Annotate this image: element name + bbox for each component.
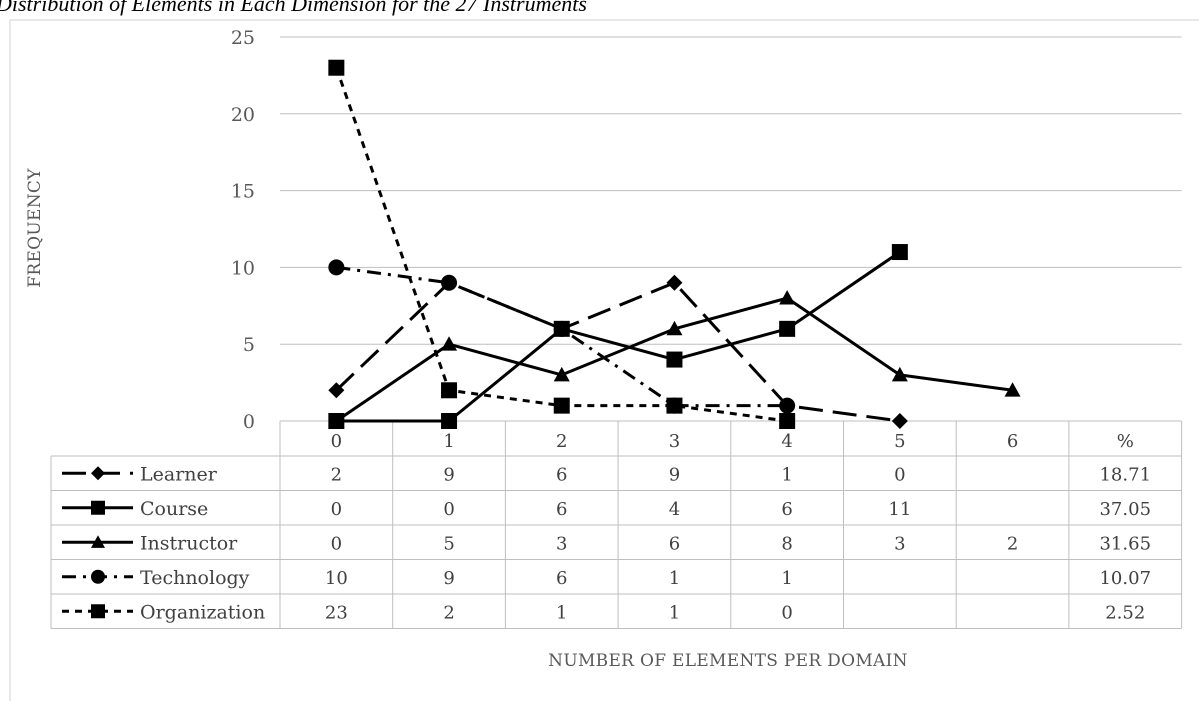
table-cell: 1 <box>781 568 792 589</box>
legend-series-name: Course <box>140 498 208 520</box>
data-point-marker <box>441 382 458 399</box>
table-cell: 2 <box>331 464 342 485</box>
y-tick-label: 5 <box>243 334 255 356</box>
table-cell: 5 <box>443 533 454 554</box>
table-cell: 0 <box>894 464 905 485</box>
table-cell: 0 <box>331 499 342 520</box>
data-point-marker <box>779 290 796 305</box>
table-percent-cell: 37.05 <box>1099 499 1151 520</box>
data-point-marker <box>441 274 458 291</box>
table-cell: 3 <box>894 533 905 554</box>
legend-key-marker <box>91 466 105 481</box>
y-axis-title: FREQUENCY <box>25 168 45 288</box>
series-line <box>336 250 901 423</box>
table-cell: 6 <box>556 464 567 485</box>
percent-header: % <box>1117 431 1134 452</box>
data-point-marker <box>328 413 345 428</box>
data-point-marker <box>553 320 570 337</box>
data-point-marker <box>1004 382 1021 397</box>
x-axis-title: NUMBER OF ELEMENTS PER DOMAIN <box>548 651 908 671</box>
data-point-marker <box>328 259 345 276</box>
y-tick-label: 20 <box>231 104 255 126</box>
data-point-marker <box>891 366 908 382</box>
x-category-label: 1 <box>443 431 454 452</box>
x-category-label: 6 <box>1007 431 1018 452</box>
data-point-marker <box>779 397 796 414</box>
gridlines <box>280 36 1182 422</box>
table-cell: 3 <box>556 533 567 554</box>
x-category-label: 3 <box>669 431 680 452</box>
legend-key-marker <box>91 500 105 515</box>
x-category-label: 4 <box>781 431 792 452</box>
table-cell: 4 <box>669 499 680 520</box>
data-point-marker <box>328 59 345 76</box>
legend-key-marker <box>91 535 105 548</box>
legend-key-marker <box>91 604 105 619</box>
x-category-label: 5 <box>894 431 905 452</box>
series-lines <box>328 59 1021 429</box>
data-point-marker <box>441 413 458 429</box>
chart-title: Distribution of Elements in Each Dimensi… <box>0 0 587 16</box>
table-cell: 1 <box>669 568 680 589</box>
table-cell: 10 <box>325 568 348 589</box>
legend-series-name: Organization <box>140 601 265 623</box>
data-point-marker <box>666 320 683 336</box>
y-tick-label: 15 <box>231 181 255 203</box>
data-point-marker <box>553 366 570 382</box>
data-point-marker <box>553 397 570 414</box>
table-cell: 0 <box>443 499 454 520</box>
table-cell: 9 <box>443 464 454 485</box>
y-axis-ticks: 0 5 10 15 20 25 <box>231 27 255 433</box>
table-percent-cell: 10.07 <box>1099 568 1151 589</box>
legend-series-name: Learner <box>140 463 218 485</box>
data-point-marker <box>441 336 458 351</box>
data-point-marker <box>891 244 908 261</box>
table-cell: 6 <box>556 568 567 589</box>
series-line <box>336 265 788 408</box>
table-cell: 0 <box>781 602 792 623</box>
data-point-marker <box>779 413 796 429</box>
data-point-marker <box>779 320 796 337</box>
table-cell: 9 <box>669 464 680 485</box>
legend-series-name: Instructor <box>140 532 238 554</box>
legend-series-name: Technology <box>140 567 250 589</box>
x-category-label: 0 <box>331 431 342 452</box>
table-cell: 6 <box>781 499 792 520</box>
table-cell: 6 <box>556 499 567 520</box>
y-tick-label: 10 <box>231 257 255 279</box>
table-cell: 1 <box>556 602 567 623</box>
table-cell: 2 <box>1007 533 1018 554</box>
table-cell: 8 <box>781 533 792 554</box>
y-tick-label: 0 <box>243 411 255 433</box>
table-cell: 23 <box>325 602 348 623</box>
table-percent-cell: 18.71 <box>1099 464 1151 485</box>
x-category-label: 2 <box>556 431 567 452</box>
data-point-marker <box>666 274 683 291</box>
data-point-marker <box>666 351 683 368</box>
table-cell: 0 <box>331 533 342 554</box>
table-cell: 6 <box>669 533 680 554</box>
table-cell: 1 <box>781 464 792 485</box>
table-cell: 1 <box>669 602 680 623</box>
legend-key-marker <box>91 569 105 584</box>
data-point-marker <box>891 413 908 429</box>
y-tick-label: 25 <box>231 27 255 49</box>
table-cell: 9 <box>443 568 454 589</box>
table-percent-cell: 2.52 <box>1105 602 1145 623</box>
table-percent-cell: 31.65 <box>1099 533 1151 554</box>
table-cell: 11 <box>888 499 911 520</box>
data-point-marker <box>666 397 683 414</box>
table-cell: 2 <box>443 602 454 623</box>
data-point-marker <box>328 382 345 399</box>
series-line <box>335 281 901 423</box>
